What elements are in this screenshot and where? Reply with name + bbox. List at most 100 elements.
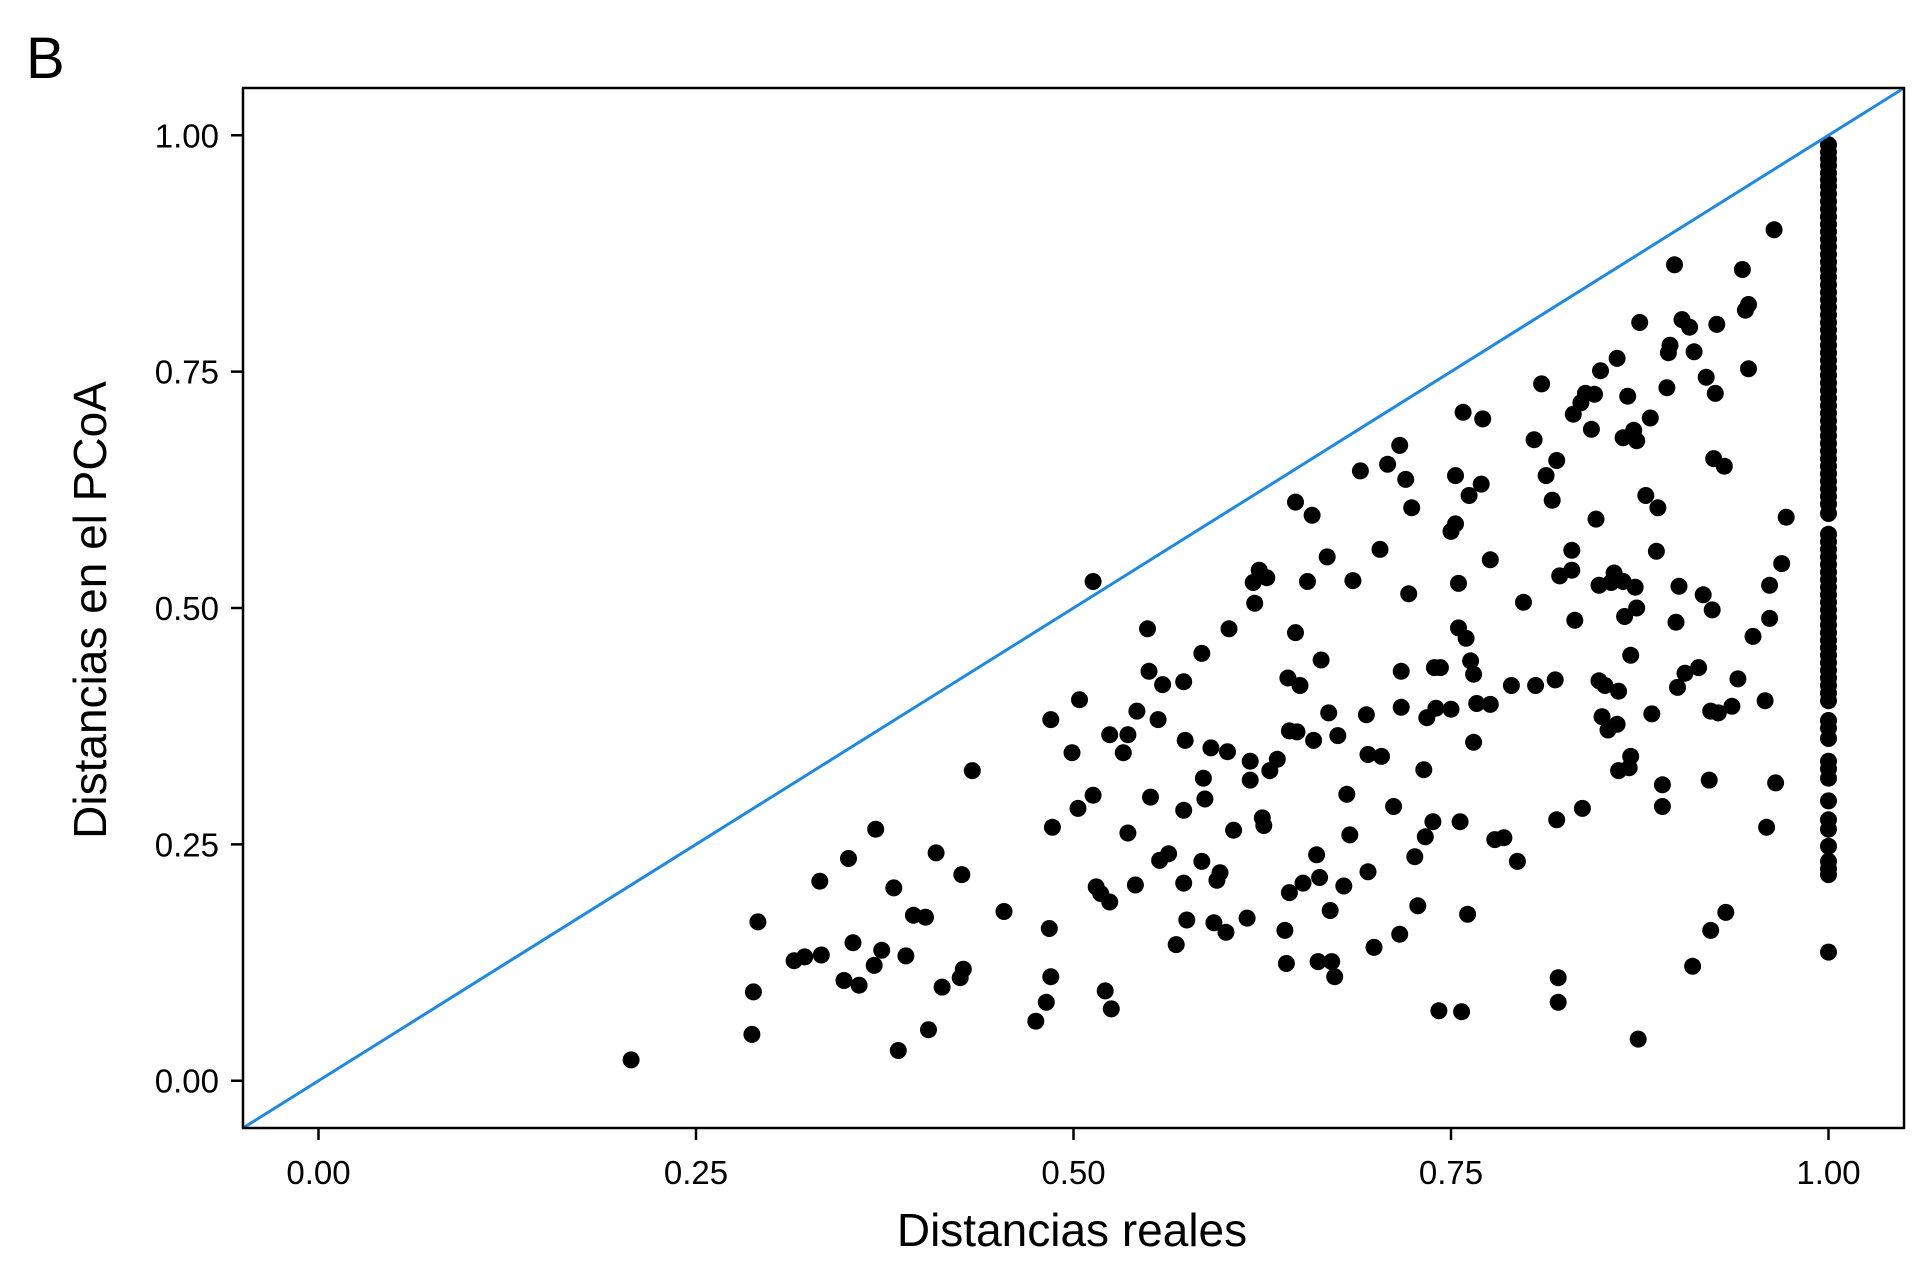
data-point [1820, 692, 1837, 710]
data-point [1447, 515, 1464, 533]
data-point [1323, 953, 1341, 971]
data-point [1211, 864, 1229, 882]
y-tick-label: 0.75 [155, 354, 219, 391]
data-point [1658, 379, 1676, 397]
data-point [835, 972, 853, 989]
data-point [1628, 432, 1646, 450]
data-point [1744, 627, 1762, 645]
data-point [1225, 821, 1243, 839]
data-point [1114, 744, 1132, 762]
data-point [1287, 493, 1304, 511]
data-point [1194, 769, 1212, 787]
data-point [1063, 744, 1081, 762]
data-point [1341, 826, 1359, 844]
data-point [1820, 837, 1837, 855]
data-point [873, 941, 891, 959]
data-point [812, 946, 830, 964]
data-point [1379, 455, 1397, 473]
data-point [1291, 677, 1309, 694]
data-point [927, 844, 945, 862]
data-point [1619, 387, 1637, 405]
data-point [1566, 611, 1584, 629]
data-point [1715, 457, 1733, 475]
data-point [995, 903, 1013, 920]
data-point [897, 947, 915, 965]
data-point [1128, 702, 1146, 720]
data-point [1740, 296, 1757, 313]
data-point [1515, 593, 1532, 611]
data-point [889, 1042, 907, 1059]
data-point [1175, 801, 1193, 819]
data-point [1465, 733, 1483, 751]
data-point [1717, 903, 1735, 921]
data-point [1649, 499, 1667, 517]
data-point [1373, 747, 1390, 765]
data-point [1820, 730, 1837, 747]
data-point [1391, 925, 1409, 943]
data-point [1027, 1012, 1045, 1030]
data-point [1820, 820, 1837, 838]
x-tick-label: 0.00 [286, 1154, 350, 1191]
data-point [1202, 739, 1220, 757]
data-point [1502, 677, 1520, 694]
data-point [1631, 314, 1649, 331]
x-tick-label: 1.00 [1796, 1154, 1860, 1191]
data-point [1767, 774, 1785, 792]
data-point [1321, 902, 1339, 919]
data-point [933, 978, 951, 996]
data-point [1280, 884, 1298, 902]
data-point [1175, 874, 1193, 892]
data-point [1126, 876, 1144, 894]
data-point [963, 762, 981, 780]
data-point [1385, 798, 1403, 815]
data-point [1700, 771, 1718, 789]
data-point [1616, 608, 1634, 625]
data-point [1277, 955, 1295, 972]
data-point [1101, 726, 1119, 744]
x-tick-label: 0.50 [1041, 1154, 1105, 1191]
data-point [953, 866, 971, 884]
data-point [917, 908, 934, 926]
data-point [1276, 921, 1294, 939]
data-point [1371, 540, 1389, 558]
data-point [1406, 848, 1424, 866]
data-point [1462, 652, 1480, 670]
data-point [1525, 431, 1543, 449]
data-point [1468, 695, 1486, 712]
data-point [1626, 578, 1644, 596]
data-point [844, 934, 862, 952]
data-point [1740, 360, 1757, 378]
data-point [1777, 508, 1795, 526]
data-point [1308, 846, 1326, 864]
data-point [1453, 1003, 1471, 1021]
data-point [1465, 665, 1483, 683]
data-point [1365, 938, 1383, 956]
data-point [1670, 577, 1688, 595]
data-point [1765, 221, 1783, 239]
y-axis-title: Distancias en el PCoA [64, 381, 116, 839]
data-point [1309, 953, 1327, 971]
data-point [1546, 671, 1564, 689]
data-point [1495, 829, 1513, 847]
data-point [850, 976, 868, 994]
data-point [1676, 664, 1694, 682]
data-point [1397, 470, 1415, 488]
data-point [1241, 752, 1259, 770]
data-point [1255, 817, 1273, 834]
data-point [1548, 811, 1566, 829]
y-tick-label: 0.00 [155, 1063, 219, 1100]
data-point [1431, 659, 1449, 677]
data-point [1773, 555, 1791, 573]
data-point [1391, 436, 1409, 454]
data-point [1666, 256, 1683, 274]
data-point [1359, 746, 1377, 763]
data-point [1320, 704, 1338, 722]
data-point [1299, 573, 1316, 590]
data-point [1176, 731, 1194, 749]
data-point [743, 1025, 761, 1043]
data-point [1427, 699, 1445, 717]
data-point [1459, 905, 1477, 923]
data-point [1563, 541, 1581, 559]
y-tick-label: 0.25 [155, 826, 219, 863]
data-point [1756, 692, 1774, 710]
